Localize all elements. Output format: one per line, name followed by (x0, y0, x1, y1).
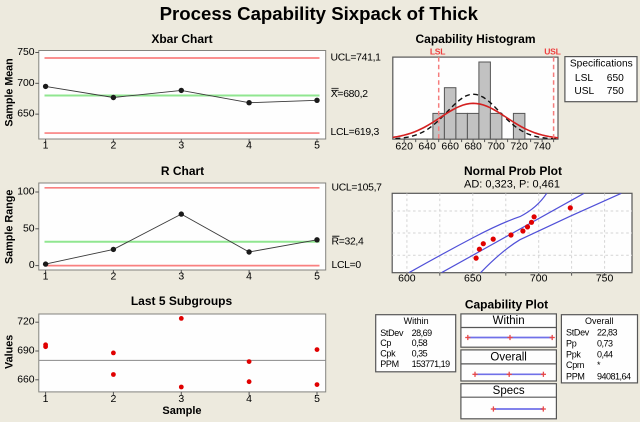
svg-text:650: 650 (17, 109, 35, 120)
svg-text:700: 700 (487, 140, 505, 152)
svg-text:USL: USL (574, 86, 594, 97)
svg-text:700: 700 (17, 78, 35, 89)
svg-text:Within: Within (404, 316, 429, 326)
svg-text:4: 4 (246, 271, 252, 283)
svg-text:660: 660 (17, 374, 35, 385)
svg-text:UCL=741,1: UCL=741,1 (331, 53, 382, 64)
svg-text:LCL=619,3: LCL=619,3 (331, 127, 380, 138)
svg-text:Values: Values (3, 335, 15, 369)
svg-text:3: 3 (178, 140, 184, 152)
svg-text:640: 640 (418, 140, 436, 152)
svg-text:690: 690 (17, 346, 35, 357)
svg-text:4: 4 (246, 140, 252, 152)
svg-text:Sample Range: Sample Range (4, 190, 16, 264)
svg-text:Ppk: Ppk (566, 350, 581, 360)
svg-text:PPM: PPM (380, 359, 399, 369)
svg-text:Last 5 Subgroups: Last 5 Subgroups (131, 294, 233, 308)
svg-text:Cp: Cp (380, 338, 391, 348)
svg-text:*: * (597, 360, 601, 370)
svg-text:720: 720 (510, 140, 528, 152)
svg-text:620: 620 (395, 140, 413, 152)
svg-text:LSL: LSL (430, 46, 445, 56)
svg-text:USL: USL (544, 46, 560, 56)
svg-text:100: 100 (17, 187, 35, 198)
svg-text:Normal Prob Plot: Normal Prob Plot (464, 164, 562, 178)
svg-text:700: 700 (530, 273, 548, 285)
svg-text:Capability Plot: Capability Plot (465, 298, 548, 312)
svg-text:0,44: 0,44 (597, 350, 613, 360)
svg-text:2: 2 (110, 140, 116, 152)
svg-text:0,35: 0,35 (412, 349, 428, 359)
svg-text:3: 3 (178, 271, 184, 283)
svg-text:PPM: PPM (566, 371, 585, 381)
svg-text:740: 740 (533, 140, 551, 152)
svg-text:650: 650 (607, 73, 624, 84)
svg-text:5: 5 (314, 271, 320, 283)
svg-text:720: 720 (17, 317, 35, 328)
svg-text:X=680,2: X=680,2 (331, 89, 368, 100)
svg-text:Xbar Chart: Xbar Chart (151, 32, 212, 46)
svg-text:Cpm: Cpm (566, 360, 584, 370)
svg-text:R=32,4: R=32,4 (332, 236, 365, 247)
svg-text:Overall: Overall (490, 351, 526, 363)
svg-text:StDev: StDev (566, 327, 590, 337)
svg-text:4: 4 (246, 393, 252, 405)
svg-text:94081,64: 94081,64 (597, 371, 631, 381)
svg-text:Within: Within (493, 315, 525, 327)
svg-text:600: 600 (398, 273, 416, 285)
svg-text:Sample: Sample (162, 405, 201, 417)
svg-text:22,83: 22,83 (597, 327, 618, 337)
svg-text:680: 680 (464, 140, 482, 152)
svg-text:28,69: 28,69 (412, 328, 433, 338)
svg-text:Pp: Pp (566, 339, 577, 349)
svg-text:UCL=105,7: UCL=105,7 (332, 182, 383, 193)
svg-text:3: 3 (178, 393, 184, 405)
svg-text:R Chart: R Chart (161, 164, 204, 178)
svg-text:Overall: Overall (585, 316, 614, 326)
svg-text:2: 2 (110, 271, 116, 283)
svg-text:1: 1 (43, 271, 49, 283)
svg-text:750: 750 (17, 47, 35, 58)
svg-text:0: 0 (29, 260, 35, 271)
svg-text:1: 1 (43, 393, 49, 405)
svg-text:LSL: LSL (575, 73, 593, 84)
svg-text:Specifications: Specifications (570, 59, 633, 70)
svg-text:Cpk: Cpk (380, 349, 396, 359)
svg-text:AD: 0,323, P: 0,461: AD: 0,323, P: 0,461 (464, 178, 560, 190)
svg-text:Capability Histogram: Capability Histogram (415, 32, 535, 46)
svg-text:Specs: Specs (493, 385, 525, 397)
svg-text:660: 660 (441, 140, 459, 152)
svg-text:LCL=0: LCL=0 (332, 260, 362, 271)
svg-text:Process Capability Sixpack of: Process Capability Sixpack of Thick (160, 3, 479, 24)
svg-text:153771,19: 153771,19 (412, 359, 451, 369)
svg-text:1: 1 (43, 140, 49, 152)
svg-text:5: 5 (314, 140, 320, 152)
svg-text:StDev: StDev (380, 328, 404, 338)
svg-text:750: 750 (596, 273, 614, 285)
svg-text:5: 5 (314, 393, 320, 405)
svg-text:0,73: 0,73 (597, 339, 613, 349)
svg-text:650: 650 (464, 273, 482, 285)
svg-text:2: 2 (110, 393, 116, 405)
svg-text:750: 750 (607, 86, 624, 97)
svg-text:50: 50 (23, 223, 35, 234)
svg-text:Sample Mean: Sample Mean (4, 58, 16, 126)
svg-text:0,58: 0,58 (412, 338, 428, 348)
